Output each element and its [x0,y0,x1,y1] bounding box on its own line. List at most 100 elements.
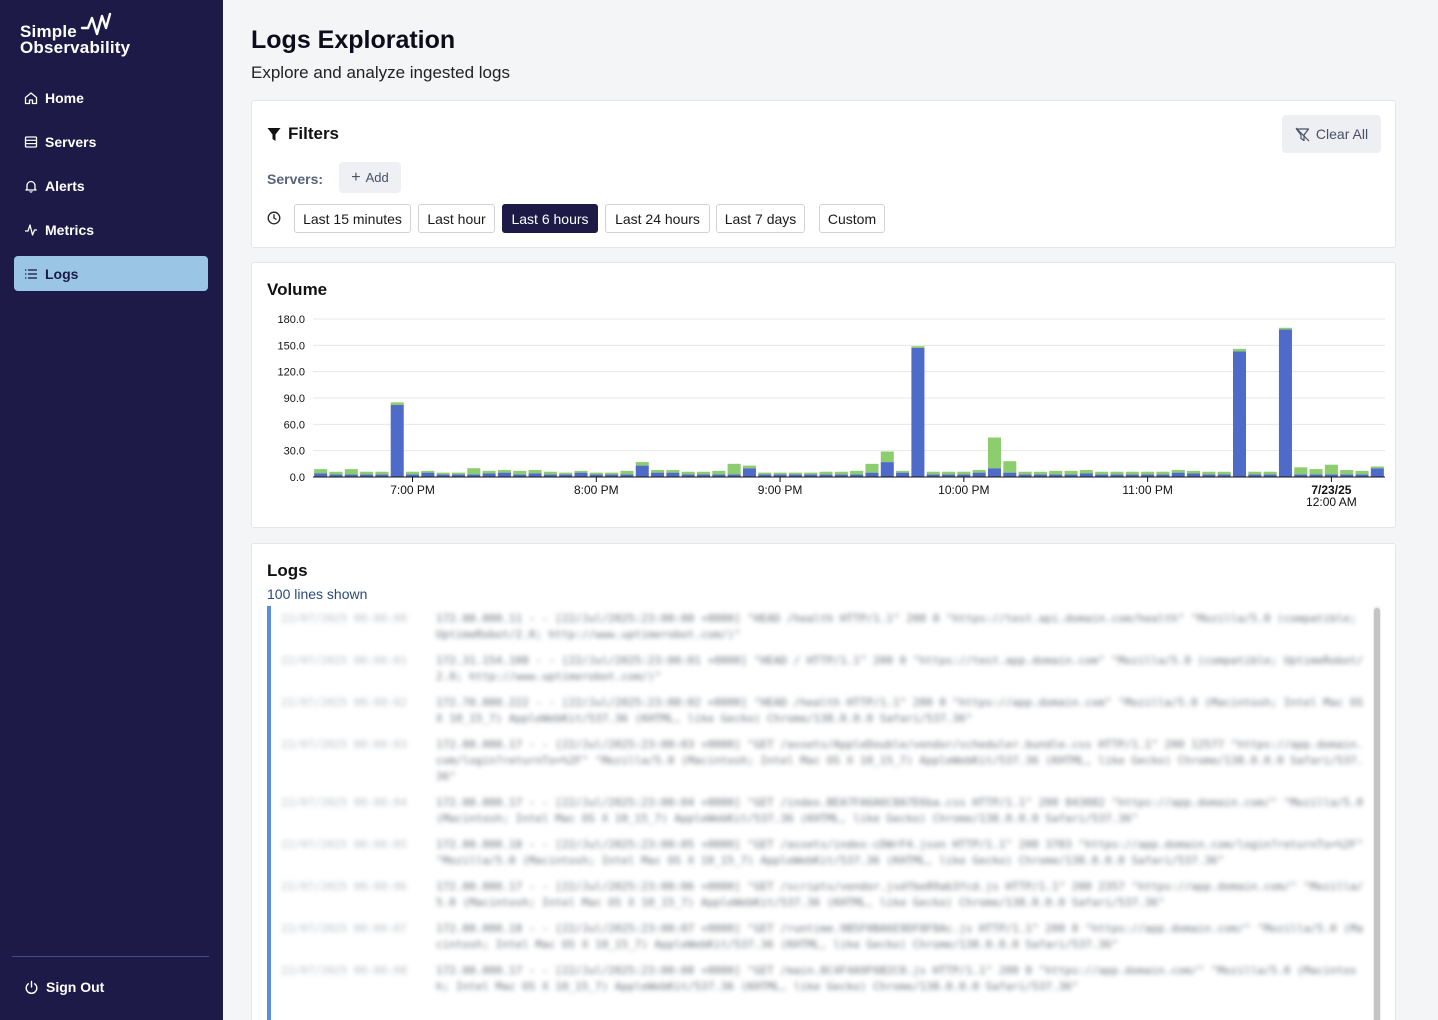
volume-bar[interactable] [804,472,818,475]
range-last-7-days[interactable]: Last 7 days [716,204,805,233]
volume-bar[interactable] [911,347,925,477]
volume-bar[interactable] [1171,472,1185,477]
volume-bar[interactable] [819,471,833,475]
volume-bar[interactable] [1340,474,1354,477]
volume-bar[interactable] [559,474,573,477]
volume-bar[interactable] [559,472,573,475]
volume-bar[interactable] [880,451,894,463]
volume-bar[interactable] [1018,471,1032,475]
volume-bar[interactable] [850,474,864,477]
volume-bar[interactable] [1125,471,1139,475]
volume-bar[interactable] [712,470,726,475]
sidebar-item-logs[interactable]: Logs [14,256,208,291]
log-entry[interactable]: 22/07/2025 00:00:02 172.70.000.222 - - [2… [271,690,1387,732]
volume-bar[interactable] [697,474,711,477]
volume-bar[interactable] [865,463,879,473]
volume-bar[interactable] [467,474,481,477]
range-custom[interactable]: Custom [819,204,885,233]
volume-bar[interactable] [1187,473,1201,477]
volume-bar[interactable] [972,469,986,473]
volume-bar[interactable] [344,474,358,477]
volume-bar[interactable] [1324,464,1338,475]
volume-bar[interactable] [1263,474,1277,477]
volume-bar[interactable] [329,471,343,475]
volume-bar[interactable] [1095,471,1109,475]
volume-bar[interactable] [1233,351,1247,477]
volume-bar[interactable] [620,474,634,477]
volume-bar[interactable] [850,470,864,475]
range-last-6-hours[interactable]: Last 6 hours [502,204,598,233]
volume-bar[interactable] [1079,473,1093,477]
volume-bar[interactable] [896,472,910,477]
volume-bar[interactable] [589,474,603,477]
volume-bar[interactable] [1064,474,1078,477]
volume-bar[interactable] [314,469,328,474]
volume-bar[interactable] [957,474,971,477]
log-entry[interactable]: 22/07/2025 00:00:07 172.00.000.18 - - [22… [271,916,1387,958]
sign-out-button[interactable]: Sign Out [24,979,104,995]
volume-bar[interactable] [390,402,404,406]
app-logo[interactable]: Simple Observability [20,12,150,60]
volume-bar[interactable] [1324,474,1338,477]
volume-bar[interactable] [1233,348,1247,352]
volume-bar[interactable] [942,471,956,475]
volume-bar[interactable] [314,473,328,477]
volume-bar[interactable] [1049,470,1063,475]
volume-bar[interactable] [635,462,649,466]
volume-bar[interactable] [1294,467,1308,475]
log-entry[interactable]: 22/07/2025 00:00:04 172.00.000.17 - - [22… [271,790,1387,832]
volume-bar[interactable] [1355,470,1369,475]
log-scrollbar[interactable] [1373,606,1381,1020]
volume-bar[interactable] [1018,474,1032,477]
volume-bar[interactable] [666,469,680,473]
log-entry[interactable]: 22/07/2025 00:00:08 172.00.000.17 - - [22… [271,958,1387,1000]
volume-bar[interactable] [1248,471,1262,475]
volume-bar[interactable] [773,472,787,475]
volume-bar[interactable] [482,470,496,474]
volume-bar[interactable] [804,474,818,477]
range-last-15-minutes[interactable]: Last 15 minutes [294,204,411,233]
volume-bar[interactable] [834,471,848,475]
volume-bar[interactable] [436,474,450,477]
log-entry[interactable]: 22/07/2025 00:00:01 172.31.154.108 - - [2… [271,648,1387,690]
volume-bar[interactable] [926,474,940,477]
sidebar-item-metrics[interactable]: Metrics [14,212,208,247]
volume-bar[interactable] [589,472,603,475]
volume-bar[interactable] [482,473,496,477]
volume-bar[interactable] [497,469,511,473]
volume-bar[interactable] [880,462,894,477]
sidebar-item-servers[interactable]: Servers [14,124,208,159]
volume-bar[interactable] [1217,474,1231,477]
sidebar-item-home[interactable]: Home [14,80,208,115]
volume-bar[interactable] [421,472,435,477]
volume-bar[interactable] [697,471,711,475]
volume-bar[interactable] [421,470,435,473]
volume-bar[interactable] [1064,470,1078,475]
volume-bar[interactable] [666,472,680,477]
volume-bar[interactable] [1033,474,1047,477]
range-last-hour[interactable]: Last hour [418,204,495,233]
volume-bar[interactable] [574,470,588,473]
volume-bar[interactable] [926,471,940,475]
volume-bar[interactable] [1003,472,1017,477]
volume-bar[interactable] [1263,471,1277,475]
volume-bar[interactable] [1202,471,1216,475]
volume-bar[interactable] [712,474,726,477]
volume-bar[interactable] [1278,327,1292,330]
volume-bar[interactable] [344,469,358,475]
volume-bar[interactable] [1278,329,1292,477]
volume-bar[interactable] [1156,471,1170,475]
volume-bar[interactable] [681,474,695,477]
volume-bar[interactable] [406,471,420,475]
volume-bar[interactable] [329,474,343,477]
volume-bar[interactable] [451,474,465,477]
volume-bar[interactable] [605,474,619,477]
volume-bar[interactable] [390,405,404,477]
volume-bar[interactable] [543,471,557,475]
volume-bar[interactable] [788,472,802,475]
volume-bar[interactable] [1171,469,1185,473]
volume-bar[interactable] [1294,474,1308,477]
volume-bar[interactable] [1309,469,1323,475]
volume-bar[interactable] [1095,474,1109,477]
volume-bar[interactable] [451,472,465,475]
